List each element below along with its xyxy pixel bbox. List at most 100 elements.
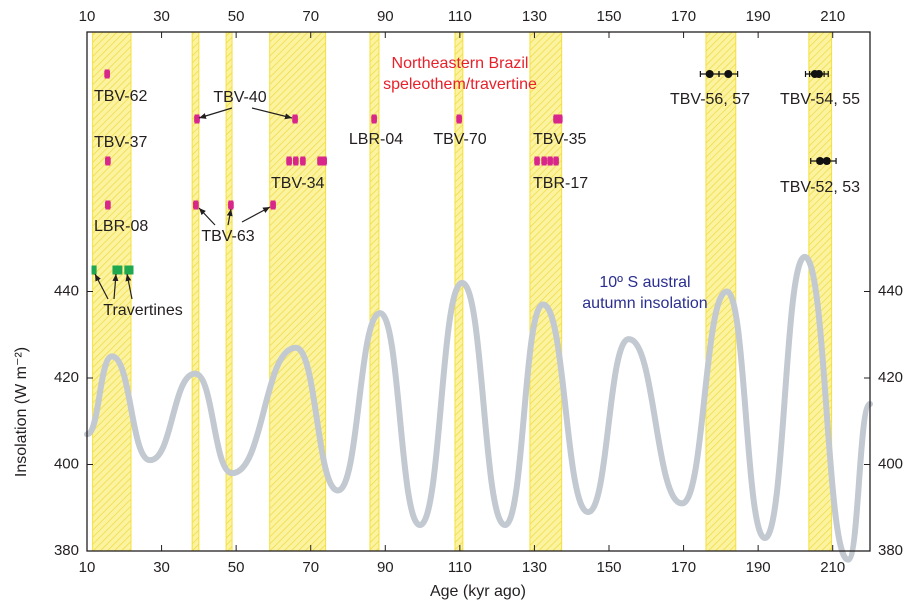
arrow — [241, 206, 271, 223]
sample-point — [293, 156, 299, 166]
x-tick-label-top: 170 — [671, 8, 696, 25]
arrow — [251, 107, 293, 120]
x-tick-label: 150 — [596, 559, 621, 576]
sample-point — [705, 70, 714, 78]
sample-point — [286, 156, 292, 166]
x-axis-label: Age (kyr ago) — [430, 583, 526, 600]
x-tick-label: 190 — [746, 559, 771, 576]
interval-band — [191, 31, 200, 552]
interval-band — [269, 31, 327, 552]
x-tick-label-top: 70 — [302, 8, 319, 25]
y-axis-label: Insolation (W m⁻²) — [13, 347, 30, 477]
x-tick-label-top: 10 — [79, 8, 96, 25]
insolation-line — [84, 253, 873, 563]
arrows — [94, 107, 293, 300]
sample-label: TBV-52, 53 — [780, 179, 860, 196]
sample-point — [194, 114, 200, 124]
sample-label: LBR-08 — [94, 218, 148, 235]
sample-point — [371, 114, 377, 124]
x-tick-label-top: 90 — [377, 8, 394, 25]
sample-label: Travertines — [103, 302, 182, 319]
sample-point — [317, 156, 323, 166]
sample-point — [541, 156, 547, 166]
interval-band — [808, 31, 833, 552]
sample-label: TBV-40 — [213, 89, 266, 106]
sample-point — [300, 156, 306, 166]
y-tick-label-right: 420 — [878, 369, 903, 386]
sample-point — [91, 265, 97, 275]
sample-point — [270, 200, 276, 210]
sample-layer — [91, 69, 837, 275]
y-tick-label: 380 — [54, 542, 79, 559]
arrow — [94, 273, 109, 300]
x-tick-label-top: 210 — [820, 8, 845, 25]
x-tick-label: 30 — [153, 559, 170, 576]
sample-point — [557, 114, 563, 124]
y-tick-label: 420 — [54, 369, 79, 386]
sample-point — [128, 265, 134, 275]
sample-point — [112, 265, 118, 275]
sample-label: TBV-54, 55 — [780, 91, 860, 108]
interval-band — [92, 31, 132, 552]
sample-point — [547, 156, 553, 166]
x-tick-label: 130 — [522, 559, 547, 576]
interval-band — [529, 31, 563, 552]
arrow — [112, 273, 119, 300]
x-tick-label: 50 — [228, 559, 245, 576]
x-tick-label: 170 — [671, 559, 696, 576]
x-tick-label: 210 — [820, 559, 845, 576]
x-tick-label: 90 — [377, 559, 394, 576]
x-tick-label-top: 30 — [153, 8, 170, 25]
sample-point — [822, 157, 831, 165]
sample-label: TBV-34 — [271, 175, 324, 192]
sample-label: TBV-37 — [94, 134, 147, 151]
sample-point — [553, 156, 559, 166]
arrow — [226, 208, 233, 226]
arrow — [198, 107, 233, 119]
sample-point — [724, 70, 733, 78]
sample-point — [117, 265, 123, 275]
annotation: autumn insolation — [582, 295, 707, 312]
sample-point — [104, 69, 110, 79]
annotation: speleothem/travertine — [383, 76, 537, 93]
sample-point — [105, 200, 111, 210]
bands — [92, 31, 833, 552]
x-tick-label: 70 — [302, 559, 319, 576]
sample-label: TBV-70 — [433, 131, 486, 148]
sample-label: TBV-63 — [201, 228, 254, 245]
x-tick-label-top: 130 — [522, 8, 547, 25]
sample-label: TBR-17 — [533, 175, 588, 192]
y-tick-label-right: 400 — [878, 455, 903, 472]
sample-point — [456, 114, 462, 124]
x-tick-label: 10 — [79, 559, 96, 576]
sample-label: LBR-04 — [349, 131, 403, 148]
sample-point — [105, 156, 111, 166]
x-tick-label-top: 50 — [228, 8, 245, 25]
x-tick-label-top: 150 — [596, 8, 621, 25]
sample-point — [292, 114, 298, 124]
annotation: Northeastern Brazil — [392, 55, 529, 72]
arrow — [198, 207, 216, 226]
sample-point — [814, 70, 823, 78]
arrow — [125, 273, 133, 300]
sample-label: TBV-56, 57 — [670, 91, 750, 108]
curve-layer — [84, 253, 873, 563]
sample-label: TBV-35 — [533, 131, 586, 148]
y-tick-label-right: 440 — [878, 282, 903, 299]
sample-label: TBV-62 — [94, 88, 147, 105]
sample-point — [228, 200, 234, 210]
sample-point — [193, 200, 199, 210]
y-tick-label: 400 — [54, 455, 79, 472]
y-tick-label-right: 380 — [878, 542, 903, 559]
sample-point — [534, 156, 540, 166]
sample-point — [553, 114, 559, 124]
interval-band — [369, 31, 380, 552]
x-tick-label: 110 — [448, 559, 472, 576]
y-tick-label: 440 — [54, 282, 79, 299]
x-tick-label-top: 190 — [746, 8, 771, 25]
sample-point — [321, 156, 327, 166]
x-tick-label-top: 110 — [448, 8, 472, 25]
annotation: 10º S austral — [599, 274, 690, 291]
sample-point — [124, 265, 130, 275]
